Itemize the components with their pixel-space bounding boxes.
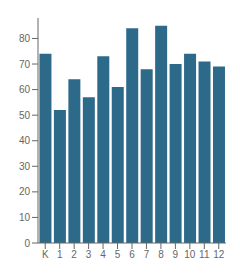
svg-text:1: 1 [57,249,63,260]
svg-text:3: 3 [86,249,92,260]
svg-text:6: 6 [129,249,135,260]
svg-text:40: 40 [19,135,31,146]
svg-text:10: 10 [184,249,196,260]
svg-text:70: 70 [19,59,31,70]
svg-text:5: 5 [115,249,121,260]
svg-text:60: 60 [19,84,31,95]
svg-text:10: 10 [19,212,31,223]
svg-text:2: 2 [71,249,77,260]
svg-text:20: 20 [19,186,31,197]
svg-text:7: 7 [144,249,150,260]
svg-text:12: 12 [213,249,225,260]
svg-text:0: 0 [24,238,30,249]
svg-text:50: 50 [19,110,31,121]
svg-text:11: 11 [199,249,210,260]
svg-text:8: 8 [158,249,164,260]
svg-text:9: 9 [173,249,179,260]
svg-text:80: 80 [19,33,31,44]
svg-text:30: 30 [19,161,31,172]
svg-text:4: 4 [100,249,106,260]
svg-text:K: K [42,249,49,260]
